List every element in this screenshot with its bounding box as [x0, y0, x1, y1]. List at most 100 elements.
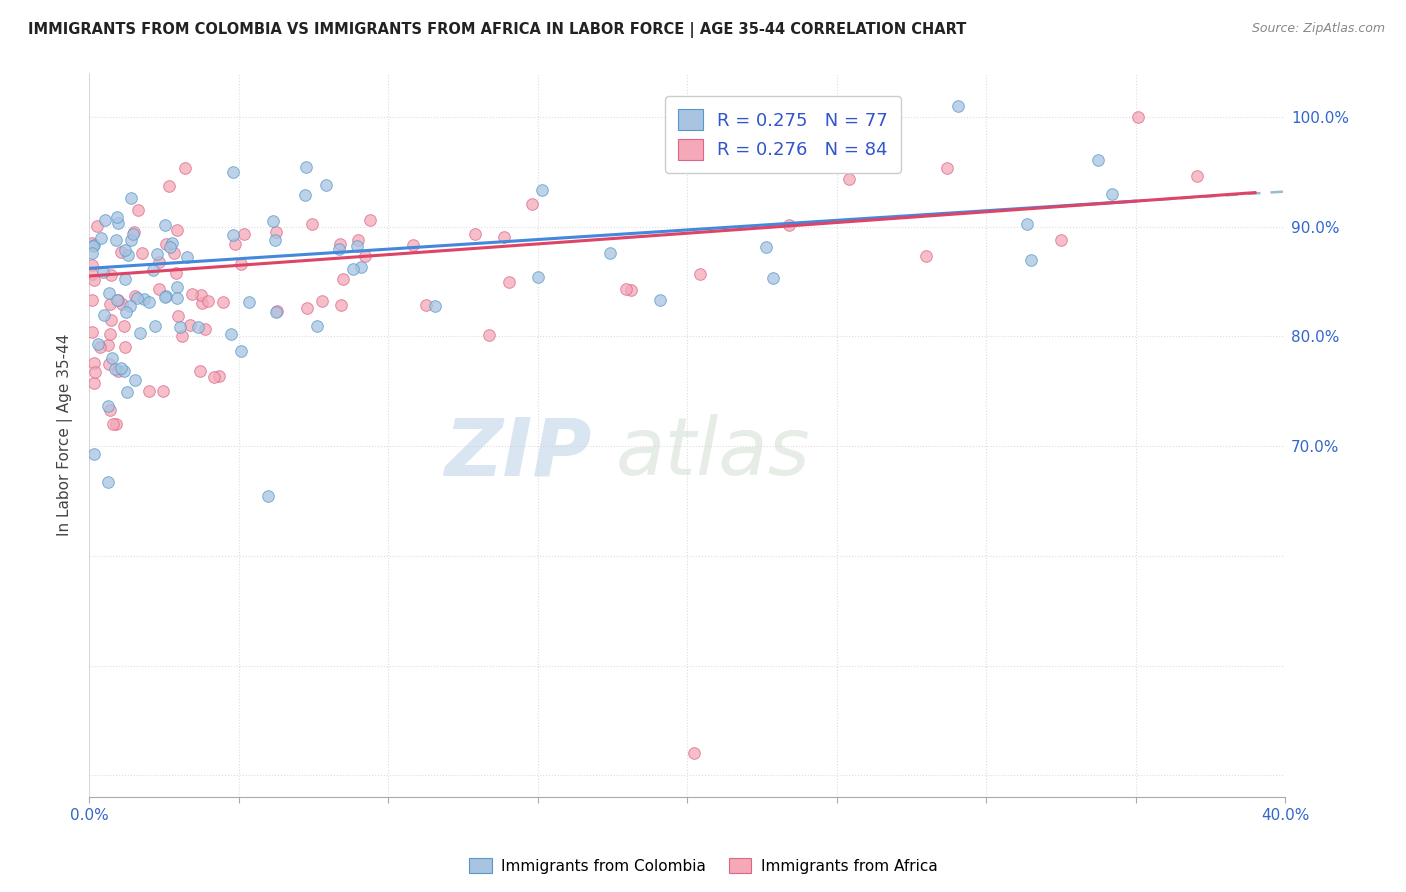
Point — [231, 257, 253, 271]
Point — [90, 231, 112, 245]
Point — [138, 295, 160, 310]
Point — [328, 242, 350, 256]
Point — [107, 216, 129, 230]
Point — [138, 384, 160, 399]
Point — [948, 99, 970, 113]
Point — [98, 357, 121, 371]
Point — [190, 296, 212, 310]
Point — [329, 236, 352, 251]
Point — [527, 269, 550, 284]
Point — [89, 340, 111, 354]
Point — [148, 255, 170, 269]
Point — [82, 246, 104, 260]
Point — [689, 267, 711, 281]
Point — [83, 237, 105, 252]
Point — [347, 233, 370, 247]
Point — [112, 319, 135, 334]
Point — [315, 178, 337, 192]
Point — [104, 417, 127, 432]
Point — [176, 250, 198, 264]
Point — [125, 291, 148, 305]
Point — [124, 289, 146, 303]
Point — [82, 326, 104, 340]
Point — [100, 351, 122, 365]
Point — [84, 365, 107, 379]
Point — [838, 172, 860, 186]
Point — [180, 287, 202, 301]
Point — [208, 368, 231, 383]
Point — [163, 246, 186, 260]
Point — [179, 318, 201, 333]
Point — [127, 202, 149, 217]
Point — [221, 165, 243, 179]
Point — [94, 213, 117, 227]
Point — [93, 308, 115, 322]
Point — [129, 326, 152, 340]
Point — [105, 210, 128, 224]
Point — [1015, 217, 1038, 231]
Point — [266, 305, 288, 319]
Text: IMMIGRANTS FROM COLOMBIA VS IMMIGRANTS FROM AFRICA IN LABOR FORCE | AGE 35-44 CO: IMMIGRANTS FROM COLOMBIA VS IMMIGRANTS F… — [28, 22, 966, 38]
Point — [423, 299, 446, 313]
Point — [98, 327, 121, 342]
Point — [311, 294, 333, 309]
Point — [166, 280, 188, 294]
Point — [96, 338, 118, 352]
Point — [82, 293, 104, 307]
Point — [131, 246, 153, 260]
Point — [132, 293, 155, 307]
Point — [1087, 153, 1109, 168]
Point — [498, 275, 520, 289]
Point — [1021, 252, 1043, 267]
Point — [159, 240, 181, 254]
Point — [778, 218, 800, 232]
Point — [188, 364, 211, 378]
Point — [83, 356, 105, 370]
Point — [148, 283, 170, 297]
Point — [146, 247, 169, 261]
Legend: R = 0.275   N = 77, R = 0.276   N = 84: R = 0.275 N = 77, R = 0.276 N = 84 — [665, 96, 901, 172]
Point — [295, 301, 318, 315]
Point — [359, 213, 381, 227]
Point — [110, 361, 132, 376]
Point — [105, 293, 128, 307]
Point — [167, 310, 190, 324]
Point — [616, 282, 638, 296]
Point — [264, 225, 287, 239]
Point — [124, 373, 146, 387]
Point — [172, 329, 194, 343]
Point — [124, 225, 146, 239]
Point — [107, 293, 129, 307]
Point — [936, 161, 959, 176]
Point — [155, 237, 177, 252]
Point — [152, 384, 174, 399]
Point — [599, 246, 621, 260]
Point — [153, 290, 176, 304]
Point — [294, 161, 316, 175]
Point — [294, 187, 316, 202]
Point — [103, 417, 125, 432]
Point — [350, 260, 373, 274]
Point — [194, 322, 217, 336]
Point — [187, 320, 209, 334]
Point — [115, 384, 138, 399]
Point — [264, 233, 287, 247]
Point — [82, 239, 104, 253]
Point — [301, 218, 323, 232]
Point — [118, 300, 141, 314]
Point — [262, 214, 284, 228]
Point — [520, 197, 543, 211]
Point — [190, 288, 212, 302]
Point — [464, 227, 486, 242]
Point — [231, 344, 253, 359]
Point — [82, 236, 104, 251]
Point — [98, 297, 121, 311]
Point — [82, 267, 104, 281]
Point — [492, 229, 515, 244]
Point — [83, 376, 105, 391]
Point — [1126, 110, 1149, 124]
Point — [402, 237, 425, 252]
Point — [86, 337, 108, 351]
Point — [117, 248, 139, 262]
Point — [107, 364, 129, 378]
